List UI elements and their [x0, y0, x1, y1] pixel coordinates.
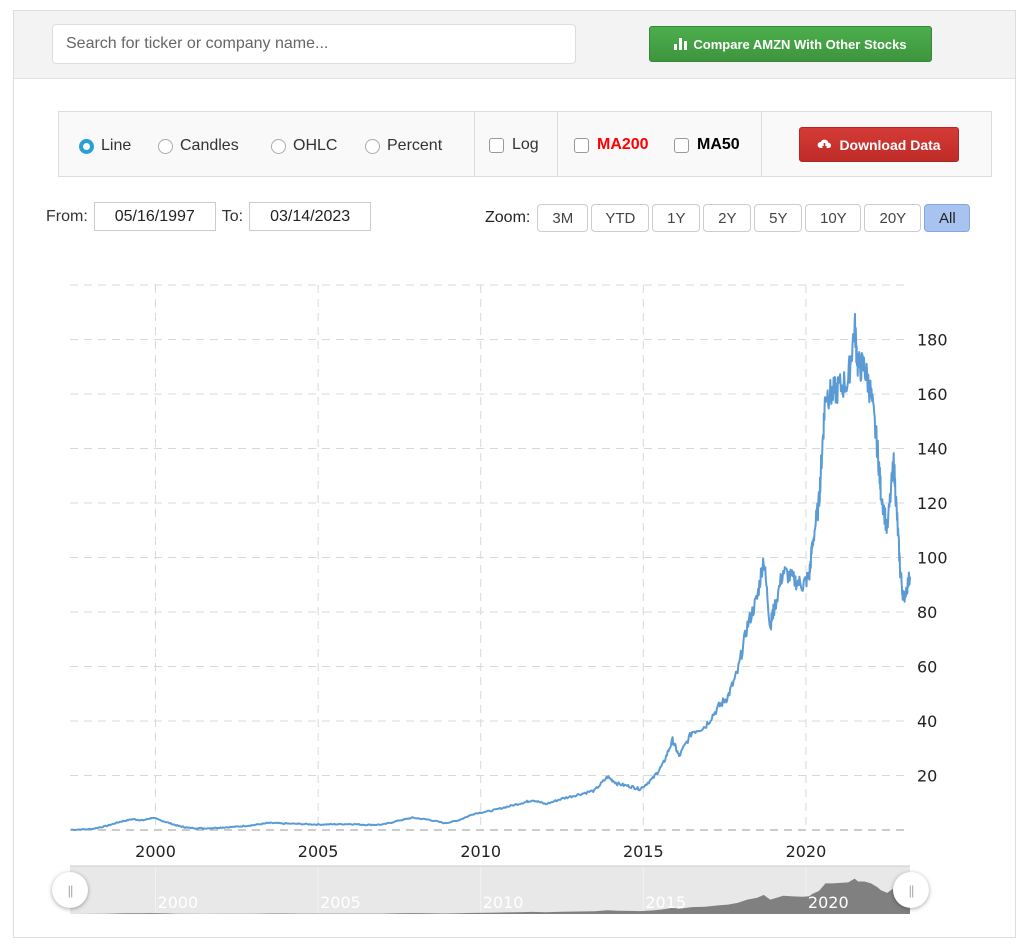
navigator-left-handle[interactable]: || — [52, 872, 88, 908]
cloud-download-icon — [818, 139, 832, 150]
radio-icon[interactable] — [271, 138, 286, 154]
page-frame — [13, 10, 1016, 938]
zoom-label: Zoom: — [485, 209, 531, 226]
svg-text:40: 40 — [917, 712, 937, 731]
checkbox-icon[interactable] — [574, 137, 589, 153]
chart-type-ohlc[interactable]: OHLC — [271, 137, 337, 155]
svg-text:20: 20 — [917, 767, 937, 786]
svg-text:2015: 2015 — [623, 842, 664, 861]
ma200-checkbox[interactable]: MA200 — [574, 136, 649, 154]
chart-type-label: Candles — [180, 137, 239, 154]
svg-text:100: 100 — [917, 549, 948, 568]
zoom-10y-button[interactable]: 10Y — [805, 204, 862, 232]
svg-text:140: 140 — [917, 440, 948, 459]
from-label: From: — [46, 207, 88, 225]
chart-type-label: Line — [101, 137, 132, 154]
svg-text:2020: 2020 — [786, 842, 827, 861]
svg-text:2005: 2005 — [320, 893, 361, 912]
radio-selected-icon[interactable] — [79, 138, 94, 154]
divider — [474, 112, 475, 176]
to-label: To: — [221, 207, 244, 225]
checkbox-icon[interactable] — [674, 137, 689, 153]
search-input[interactable] — [52, 24, 576, 64]
download-button-label: Download Data — [839, 136, 941, 153]
chart-controls: Line Candles OHLC Percent Log MA200 MA50… — [58, 111, 992, 177]
chart-type-candles[interactable]: Candles — [158, 137, 239, 155]
ma200-label: MA200 — [597, 136, 649, 153]
chart-grid — [70, 284, 910, 831]
navigator-right-handle[interactable]: || — [893, 872, 929, 908]
zoom-1y-button[interactable]: 1Y — [652, 204, 701, 232]
zoom-20y-button[interactable]: 20Y — [864, 204, 922, 232]
compare-stocks-button[interactable]: Compare AMZN With Other Stocks — [649, 26, 932, 62]
price-line — [70, 312, 911, 831]
divider — [761, 112, 762, 176]
svg-text:2000: 2000 — [158, 893, 199, 912]
svg-text:2005: 2005 — [298, 842, 339, 861]
zoom-3m-button[interactable]: 3M — [537, 204, 589, 232]
zoom-2y-button[interactable]: 2Y — [703, 204, 752, 232]
grip-icon: || — [908, 882, 915, 898]
radio-icon[interactable] — [365, 138, 380, 154]
range-navigator[interactable]: 2000 2005 2010 2015 2020 — [70, 865, 910, 914]
svg-text:2020: 2020 — [808, 893, 849, 912]
log-label: Log — [512, 136, 539, 153]
svg-text:180: 180 — [917, 331, 948, 350]
zoom-selector: Zoom: 3M YTD 1Y 2Y 5Y 10Y 20Y All — [485, 204, 971, 232]
svg-text:60: 60 — [917, 658, 937, 677]
svg-text:2010: 2010 — [460, 842, 501, 861]
chart-type-line[interactable]: Line — [79, 137, 131, 155]
x-axis-labels: 2000 2005 2010 2015 2020 — [135, 842, 826, 861]
zoom-all-button[interactable]: All — [924, 204, 971, 232]
svg-text:2000: 2000 — [135, 842, 176, 861]
ma50-label: MA50 — [697, 136, 740, 153]
date-range: From: To: — [46, 202, 377, 231]
zoom-ytd-button[interactable]: YTD — [591, 204, 650, 232]
radio-icon[interactable] — [158, 138, 173, 154]
svg-text:2015: 2015 — [645, 893, 686, 912]
log-scale-checkbox[interactable]: Log — [489, 136, 539, 154]
checkbox-icon[interactable] — [489, 137, 504, 153]
download-data-button[interactable]: Download Data — [799, 127, 959, 162]
grip-icon: || — [67, 882, 74, 898]
to-date-input[interactable] — [249, 202, 372, 231]
svg-text:160: 160 — [917, 385, 948, 404]
svg-text:2010: 2010 — [483, 893, 524, 912]
from-date-input[interactable] — [93, 202, 216, 231]
compare-button-label: Compare AMZN With Other Stocks — [693, 36, 907, 52]
chart-type-percent[interactable]: Percent — [365, 137, 442, 155]
y-axis-labels: 20 40 60 80 100 120 140 160 180 — [917, 331, 948, 786]
ma50-checkbox[interactable]: MA50 — [674, 136, 740, 154]
chart-type-label: Percent — [387, 137, 443, 154]
chart-type-label: OHLC — [293, 137, 338, 154]
divider — [557, 112, 558, 176]
svg-text:80: 80 — [917, 603, 937, 622]
svg-text:120: 120 — [917, 494, 948, 513]
zoom-5y-button[interactable]: 5Y — [754, 204, 803, 232]
bar-chart-icon — [674, 38, 688, 50]
